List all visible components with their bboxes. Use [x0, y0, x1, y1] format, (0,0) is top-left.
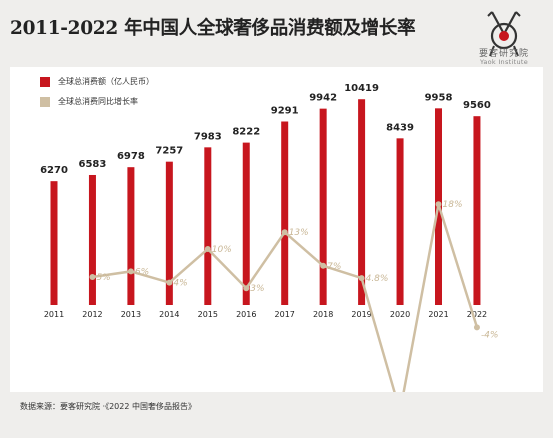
yaok-logo-icon [487, 11, 521, 57]
growth-label-2016: 3% [250, 284, 264, 294]
bar-2016 [242, 142, 250, 305]
x-tick-label-2017: 2017 [275, 310, 295, 319]
growth-point-2015 [204, 246, 211, 252]
logo-name: 要客研究院 [478, 49, 529, 59]
bar-2011 [50, 181, 58, 305]
legend-bar-swatch [40, 76, 50, 87]
bar-value-label-2022: 9560 [463, 100, 491, 111]
bar-value-label-2017: 9291 [271, 106, 299, 117]
x-tick-label-2013: 2013 [121, 310, 141, 319]
bar-2014 [165, 161, 173, 305]
bar-value-label-2013: 6978 [117, 151, 145, 162]
bar-value-label-2014: 7257 [155, 146, 183, 157]
growth-label-2014: 4% [173, 279, 187, 289]
chart-title: 2011-2022 年中国人全球奢侈品消费额及增长率 [10, 18, 416, 39]
growth-label-2019: 4.8% [366, 274, 389, 284]
growth-point-2019 [358, 275, 365, 282]
growth-label-2012: 5% [96, 273, 110, 283]
legend-line-series: 全球总消费同比增长率 [40, 96, 138, 107]
growth-point-2021 [435, 201, 442, 208]
bar-2012 [88, 174, 96, 305]
bar-2020 [396, 138, 404, 305]
bar-2013 [127, 167, 135, 305]
legend-line-label: 全球总消费同比增长率 [58, 97, 138, 106]
chart-panel: 全球总消费额（亿人民币） 全球总消费同比增长率 6270 2011 6583 2012… [10, 67, 543, 392]
bar-value-label-2021: 9958 [425, 92, 453, 103]
bar-2022 [473, 116, 481, 305]
growth-point-2017 [281, 229, 288, 236]
legend-line-swatch [40, 96, 50, 107]
bar-value-label-2015: 7983 [194, 131, 222, 142]
chart-plot: 6270 2011 6583 2012 6978 2013 7257 2014 7983 2015… [40, 83, 499, 392]
x-tick-label-2021: 2021 [428, 310, 448, 319]
bar-value-label-2020: 8439 [386, 122, 414, 133]
growth-point-2016 [243, 285, 250, 292]
growth-point-2014 [166, 279, 173, 286]
bar-value-label-2012: 6583 [79, 159, 107, 170]
source-note: 数据来源：要客研究院 ·《2022 中国奢侈品报告》 [20, 402, 196, 411]
growth-label-2015: 10% [212, 245, 232, 255]
x-tick-label-2016: 2016 [236, 310, 256, 319]
bar-value-label-2018: 9942 [309, 93, 337, 104]
x-tick-label-2022: 2022 [467, 310, 487, 319]
bar-value-label-2016: 8222 [232, 127, 260, 138]
x-tick-label-2019: 2019 [351, 310, 371, 319]
bar-2018 [319, 108, 327, 305]
legend-bar-label: 全球总消费额（亿人民币） [58, 77, 154, 86]
bar-2017 [281, 121, 289, 305]
growth-label-2017: 13% [289, 228, 309, 238]
logo-subtitle: Yaok Institute [479, 58, 529, 66]
x-tick-label-2012: 2012 [82, 310, 102, 319]
x-tick-label-2018: 2018 [313, 310, 333, 319]
growth-point-2018 [320, 262, 327, 269]
bar-2015 [204, 147, 212, 305]
growth-label-2021: 18% [443, 200, 463, 210]
x-tick-label-2011: 2011 [44, 310, 64, 319]
bar-value-label-2019: 10419 [344, 83, 379, 94]
growth-point-2013 [127, 268, 134, 275]
growth-label-2018: 7% [327, 262, 341, 272]
growth-point-2022 [473, 324, 480, 331]
x-tick-label-2020: 2020 [390, 310, 410, 319]
bar-2019 [358, 99, 366, 305]
growth-point-2012 [89, 274, 96, 280]
bar-value-label-2011: 6270 [40, 165, 68, 176]
growth-label-2013: 6% [135, 267, 149, 277]
x-tick-label-2014: 2014 [159, 310, 179, 319]
x-tick-label-2015: 2015 [198, 310, 218, 319]
legend-bar-series: 全球总消费额（亿人民币） [40, 76, 154, 87]
growth-label-2022: -4% [481, 330, 499, 340]
